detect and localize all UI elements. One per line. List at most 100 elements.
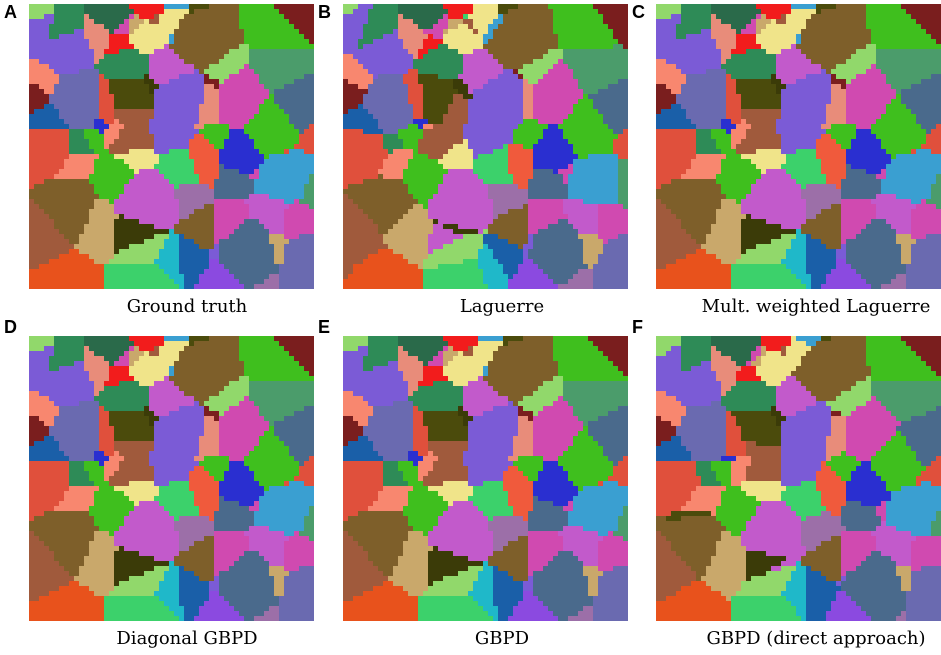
grain-cell <box>29 189 35 195</box>
grain-cell <box>259 189 265 195</box>
grain-cell <box>59 169 65 175</box>
grain-cell <box>164 244 170 250</box>
grain-cell <box>29 29 35 35</box>
grain-cell <box>49 44 55 50</box>
grain-cell <box>244 199 250 205</box>
grain-cell <box>194 204 200 210</box>
grain-cell <box>129 259 135 265</box>
grain-cell <box>613 119 619 125</box>
grain-cell <box>144 259 150 265</box>
grain-cell <box>588 59 594 65</box>
grain-cell <box>613 69 619 75</box>
grain-cell <box>159 264 165 270</box>
grain-cell <box>129 139 135 145</box>
grain-cell <box>608 29 614 35</box>
grain-cell <box>368 89 374 95</box>
grain-cell <box>508 39 514 45</box>
grain-cell <box>79 124 85 130</box>
grain-cell <box>99 224 105 230</box>
grain-cell <box>194 74 200 80</box>
grain-cell <box>304 134 310 140</box>
grain-cell <box>114 244 120 250</box>
grain-cell <box>498 29 504 35</box>
grain-cell <box>164 199 170 205</box>
grain-cell <box>299 239 305 245</box>
grain-cell <box>184 189 190 195</box>
grain-cell <box>473 74 479 80</box>
grain-cell <box>299 14 305 20</box>
grain-cell <box>194 149 200 155</box>
grain-cell <box>249 224 255 230</box>
grain-cell <box>254 14 260 20</box>
grain-cell <box>284 184 290 190</box>
grain-cell <box>44 239 50 245</box>
grain-cell <box>623 124 628 130</box>
map-svg <box>29 4 314 289</box>
grain-cell <box>553 59 559 65</box>
grain-cell <box>219 189 225 195</box>
grain-cell <box>513 129 519 135</box>
grain-cell <box>463 54 469 60</box>
grain-cell <box>44 104 50 110</box>
grain-cell <box>244 204 250 210</box>
grain-cell <box>493 109 499 115</box>
grain-cell <box>209 24 215 30</box>
grain-cell <box>104 34 110 40</box>
grain-cell <box>358 79 364 85</box>
grain-cell <box>129 74 135 80</box>
grain-cell <box>279 264 285 270</box>
grain-cell <box>269 184 275 190</box>
grain-cell <box>114 129 120 135</box>
grain-cell <box>573 134 579 140</box>
grain-cell <box>413 134 419 140</box>
grain-cell <box>99 269 105 275</box>
grain-cell <box>29 84 35 90</box>
grain-cell <box>493 79 499 85</box>
grain-cell <box>219 134 225 140</box>
grain-cell <box>503 134 509 140</box>
grain-cell <box>398 14 404 20</box>
grain-cell <box>294 139 300 145</box>
grain-cell <box>358 39 364 45</box>
grain-cell <box>304 19 310 25</box>
grain-cell <box>219 84 225 90</box>
grain-cell <box>204 104 210 110</box>
grain-cell <box>234 109 240 115</box>
grain-cell <box>458 89 464 95</box>
grain-cell <box>44 34 50 40</box>
grain-cell <box>184 89 190 95</box>
grain-cell <box>114 59 120 65</box>
grain-cell <box>299 84 305 90</box>
grain-cell <box>603 79 609 85</box>
grain-cell <box>279 49 285 55</box>
grain-cell <box>274 64 280 70</box>
grain-cell <box>299 144 305 150</box>
grain-cell <box>279 269 285 275</box>
grain-cell <box>598 129 604 135</box>
grain-cell <box>578 4 584 10</box>
grain-cell <box>418 109 424 115</box>
grain-cell <box>373 64 379 70</box>
grain-cell <box>199 29 205 35</box>
grain-cell <box>463 149 469 155</box>
grain-cell <box>493 14 499 20</box>
grain-cell <box>89 284 95 289</box>
grain-cell <box>279 239 285 245</box>
grain-cell <box>194 249 200 255</box>
grain-cell <box>154 199 160 205</box>
grain-cell <box>388 9 394 15</box>
grain-cell <box>59 94 65 100</box>
grain-cell <box>229 44 235 50</box>
grain-cell <box>603 99 609 105</box>
grain-cell <box>109 84 115 90</box>
grain-cell <box>264 249 270 255</box>
grain-cell <box>194 159 200 165</box>
grain-cell <box>144 144 150 150</box>
grain-cell <box>164 269 170 275</box>
grain-cell <box>438 69 444 75</box>
grain-cell <box>478 54 484 60</box>
grain-cell <box>433 74 439 80</box>
grain-cell <box>54 119 60 125</box>
grain-cell <box>473 29 479 35</box>
grain-cell <box>598 9 604 15</box>
